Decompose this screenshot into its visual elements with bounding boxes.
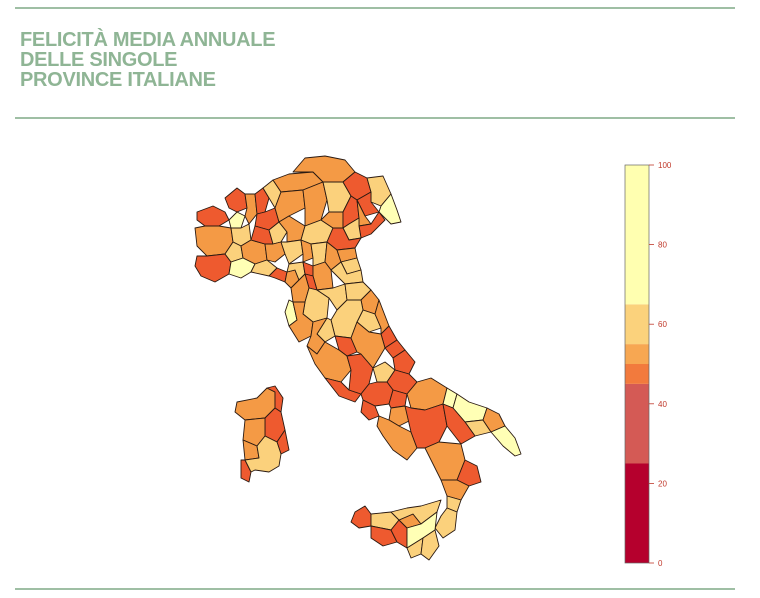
- province-la-spezia: [268, 267, 288, 283]
- province-chieti: [392, 349, 416, 375]
- top-rule: [15, 7, 735, 9]
- legend-color-bar: [625, 165, 649, 563]
- province-carbonia: [240, 459, 252, 483]
- province-catanzaro: [440, 479, 470, 501]
- legend-tick-label: 60: [658, 320, 667, 329]
- legend-band-5: [625, 165, 649, 305]
- legend-ticks: 100 80 60 40 20 0: [649, 161, 672, 568]
- province-agrigento: [370, 525, 398, 547]
- title-line-2: DELLE SINGOLE: [20, 49, 178, 71]
- province-avellino: [388, 405, 412, 427]
- italy-provinces-map: [194, 155, 522, 561]
- legend-band-2: [625, 364, 649, 384]
- province-crotone: [456, 459, 482, 487]
- province-biella: [228, 211, 246, 229]
- province-lodi: [268, 221, 288, 245]
- province-matera: [442, 403, 476, 445]
- province-cagliari: [244, 435, 282, 473]
- province-aosta: [196, 205, 230, 227]
- province-trapani: [350, 505, 372, 529]
- bottom-rule: [15, 588, 735, 590]
- title-line-1: FELICITÀ MEDIA ANNUALE: [20, 29, 276, 51]
- province-verbano: [224, 187, 248, 213]
- legend-tick-label: 80: [658, 241, 667, 250]
- province-varese: [254, 187, 270, 215]
- legend-tick-label: 100: [658, 161, 672, 170]
- legend-tick-label: 20: [658, 479, 667, 488]
- province-reggio-emilia: [300, 239, 314, 263]
- legend-band-1: [625, 383, 649, 464]
- province-cuneo: [194, 253, 232, 283]
- legend-band-0: [625, 463, 649, 563]
- legend-band-4: [625, 304, 649, 345]
- header-rule: [15, 117, 735, 119]
- province-salerno: [376, 415, 418, 461]
- province-napoli: [360, 399, 380, 421]
- province-siracusa: [420, 529, 440, 561]
- province-reggio-calabria: [434, 507, 458, 539]
- legend-band-3: [625, 344, 649, 364]
- province-lecce: [490, 425, 522, 457]
- province-parma: [280, 239, 304, 265]
- province-brindisi: [482, 407, 506, 433]
- title-line-3: PROVINCE ITALIANE: [20, 69, 216, 91]
- legend-tick-label: 0: [658, 559, 663, 568]
- color-scale-legend: 100 80 60 40 20 0: [624, 161, 672, 568]
- page-title: FELICITÀ MEDIA ANNUALE DELLE SINGOLE PRO…: [20, 29, 276, 91]
- legend-tick-label: 40: [658, 400, 667, 409]
- legend-frame: [624, 164, 650, 564]
